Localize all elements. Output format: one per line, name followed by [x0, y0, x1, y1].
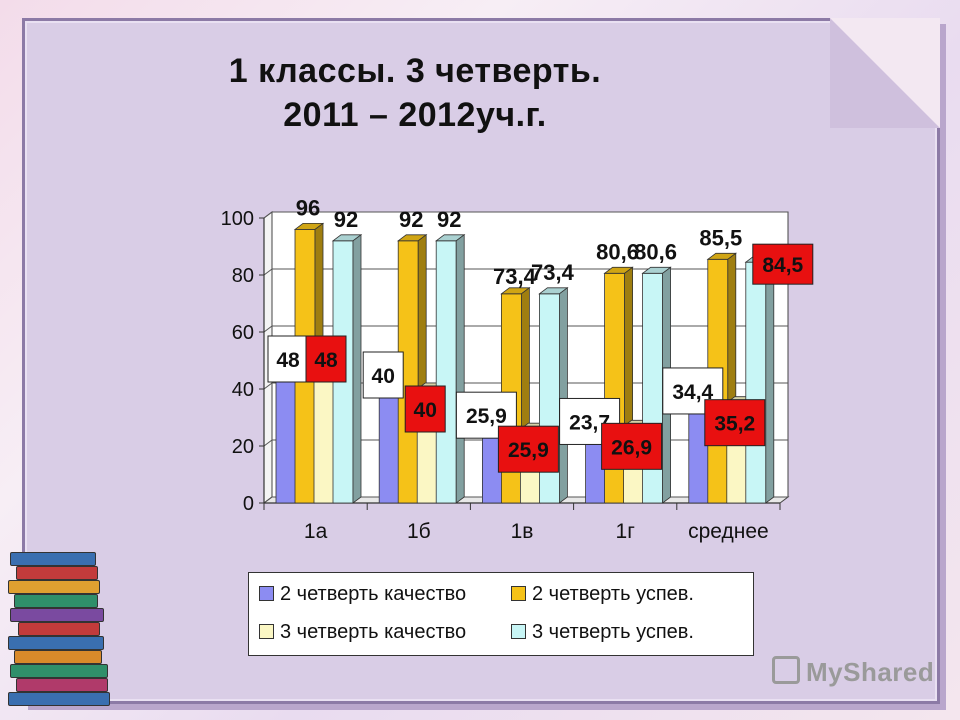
bar-side: [559, 287, 568, 504]
data-label: 73,4: [493, 264, 537, 289]
watermark-icon: [772, 656, 800, 684]
data-label-box: [267, 335, 309, 383]
y-tick-label: 0: [243, 493, 254, 515]
data-label: 25,9: [466, 405, 507, 428]
bar: [313, 365, 335, 504]
data-label: 48: [314, 349, 338, 372]
legend-item-q3-success: 3 четверть успев.: [511, 621, 694, 644]
bar: [275, 365, 297, 504]
x-tick-label: 1б: [407, 520, 431, 543]
legend-label: 2 четверть качество: [280, 583, 467, 605]
legend-swatch: [511, 586, 526, 601]
bar-side: [455, 234, 465, 504]
data-label-box: [305, 335, 347, 383]
data-label-box: [752, 243, 814, 285]
y-tick-label: 100: [221, 208, 254, 230]
data-label: 40: [372, 365, 395, 388]
data-label: 40: [414, 399, 437, 422]
gridline-side: [263, 268, 273, 276]
x-tick-label: среднее: [688, 520, 769, 543]
y-tick-label: 80: [232, 265, 254, 287]
data-label: 48: [276, 349, 300, 372]
data-label: 25,9: [508, 439, 549, 462]
legend-item-q3-quality: 3 четверть качество: [259, 621, 466, 644]
legend-item-q2-success: 2 четверть успев.: [511, 583, 694, 606]
legend-label: 2 четверть успев.: [532, 583, 694, 605]
data-label: 34,4: [672, 381, 713, 404]
x-tick-label: 1в: [511, 520, 534, 543]
legend-item-q2-quality: 2 четверть качество: [259, 583, 466, 606]
gridline-side: [263, 325, 273, 333]
data-label: 23,7: [569, 411, 610, 434]
gridline-side: [263, 439, 273, 447]
data-label: 92: [334, 207, 358, 232]
legend-label: 3 четверть успев.: [532, 621, 694, 643]
bar-side: [352, 234, 362, 504]
data-label: 84,5: [762, 254, 803, 277]
bar: [435, 240, 457, 504]
gridline-side: [263, 382, 273, 390]
chart-legend: 2 четверть качество 2 четверть успев. 3 …: [248, 572, 754, 656]
data-label: 26,9: [611, 436, 652, 459]
y-tick-label: 20: [232, 436, 254, 458]
data-label: 96: [296, 195, 320, 220]
legend-swatch: [511, 624, 526, 639]
data-label-box: [497, 425, 559, 473]
data-label: 35,2: [714, 413, 755, 436]
data-label-box: [601, 422, 663, 470]
gridline-side: [263, 211, 273, 219]
gridline-side: [263, 496, 273, 504]
slide-title-line2: 2011 – 2012уч.г.: [283, 96, 547, 134]
page-fold: [830, 18, 940, 128]
legend-swatch: [259, 586, 274, 601]
watermark-text: MyShared: [806, 657, 935, 687]
x-tick-label: 1г: [616, 520, 636, 543]
x-tick-label: 1а: [304, 520, 328, 543]
data-label: 73,4: [531, 260, 575, 285]
data-label: 92: [399, 207, 423, 232]
slide-title-line1: 1 классы. 3 четверть.: [228, 52, 602, 90]
legend-swatch: [259, 624, 274, 639]
data-label-box: [362, 351, 404, 399]
watermark: MyShared: [772, 656, 934, 688]
y-tick-label: 40: [232, 379, 254, 401]
books-stack-image: [8, 548, 118, 716]
y-tick-label: 60: [232, 322, 254, 344]
legend-label: 3 четверть качество: [280, 621, 467, 643]
data-label-box: [704, 399, 766, 447]
bar: [378, 388, 400, 504]
data-label: 85,5: [699, 225, 742, 250]
data-label: 92: [437, 207, 461, 232]
data-label: 80,6: [596, 239, 639, 264]
data-label-box: [404, 385, 446, 433]
bar: [745, 261, 767, 504]
bar-side: [765, 255, 775, 504]
data-label: 80,6: [634, 239, 677, 264]
